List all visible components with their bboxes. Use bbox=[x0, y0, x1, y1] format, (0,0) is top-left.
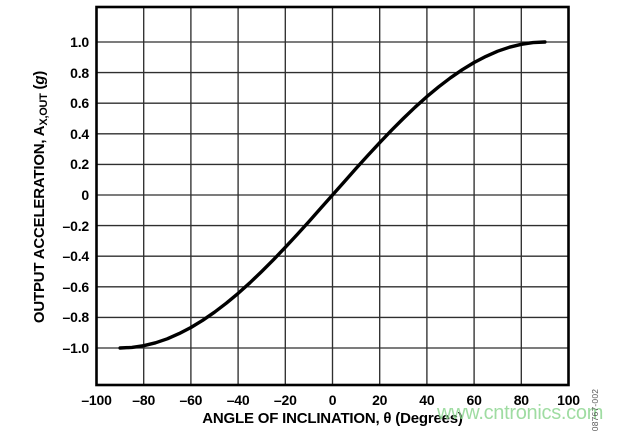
data-curve bbox=[118, 40, 547, 350]
x-tick-label: –60 bbox=[179, 392, 203, 408]
y-tick-label: –0.4 bbox=[62, 248, 90, 265]
x-tick-label: 40 bbox=[419, 392, 435, 408]
y-tick-label: 0.4 bbox=[70, 125, 89, 142]
plot-border bbox=[95, 5, 570, 387]
y-tick-label: 0.8 bbox=[70, 64, 89, 81]
x-tick-label: –80 bbox=[132, 392, 156, 408]
y-tick-label: –1.0 bbox=[62, 340, 90, 356]
x-axis-title: ANGLE OF INCLINATION, θ (Degrees) bbox=[202, 410, 463, 427]
y-tick-label: 0.2 bbox=[70, 156, 89, 173]
x-tick-label: 20 bbox=[372, 392, 388, 408]
y-tick-label: 0.6 bbox=[70, 95, 89, 112]
y-axis-title-paren-open: ( bbox=[31, 84, 48, 94]
x-tick-label: 100 bbox=[557, 392, 580, 408]
y-tick-label: –0.6 bbox=[62, 278, 90, 295]
x-tick-label: –40 bbox=[226, 392, 250, 408]
x-tick-label: –100 bbox=[81, 392, 112, 408]
x-tick-label: 60 bbox=[466, 392, 482, 408]
y-tick-label: –0.2 bbox=[62, 217, 90, 234]
watermark: www.cntronics.com bbox=[437, 402, 604, 424]
y-tick-label: 0 bbox=[81, 187, 89, 203]
x-tick-label: 80 bbox=[513, 392, 529, 408]
x-tick-label: –20 bbox=[273, 392, 297, 408]
x-tick-label: 0 bbox=[328, 392, 337, 408]
y-tick-label: –0.8 bbox=[62, 309, 90, 326]
y-tick-label: 1.0 bbox=[70, 34, 89, 50]
figure-number: 08767-002 bbox=[590, 388, 600, 432]
